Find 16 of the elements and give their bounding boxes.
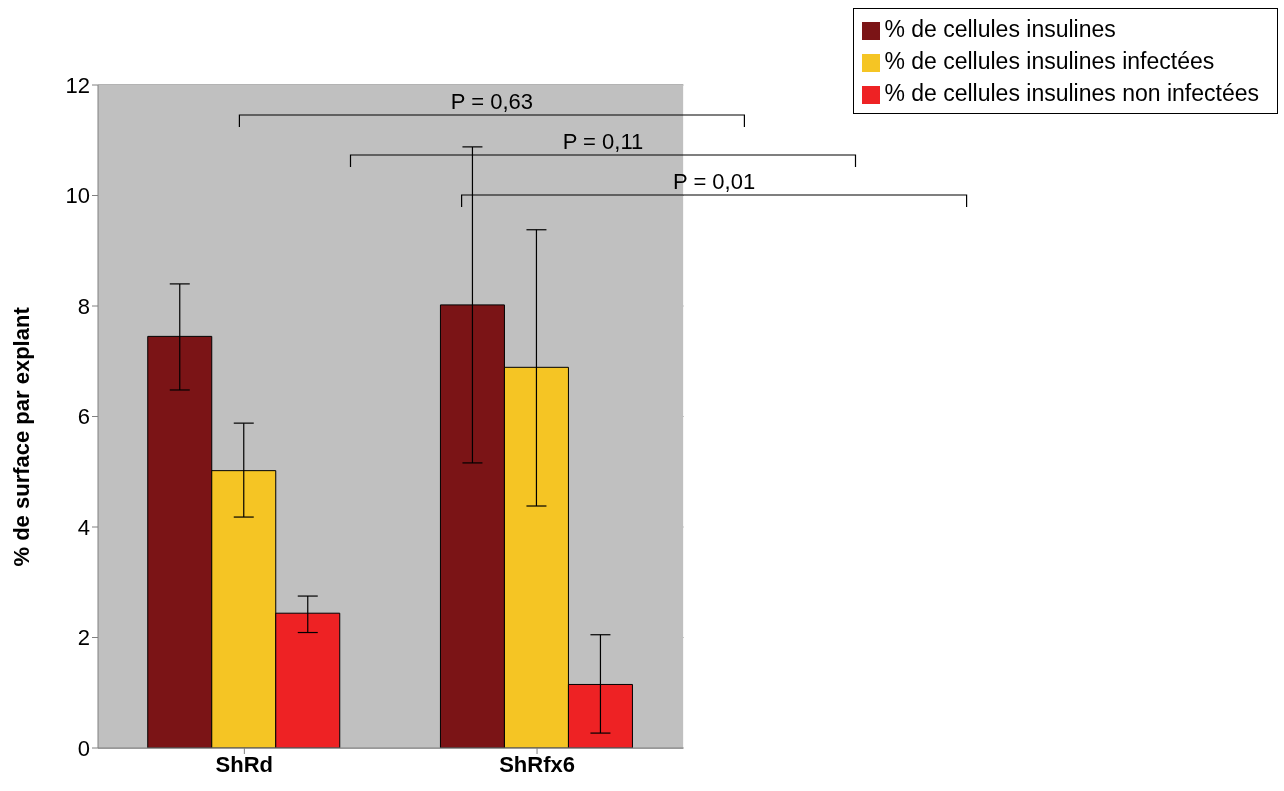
y-tick-label: 10 [65, 183, 90, 209]
legend-label: % de cellules insulines infectées [884, 48, 1215, 74]
y-tick-label: 6 [77, 404, 90, 430]
y-tick-label: 8 [77, 293, 90, 319]
y-tick-label: 0 [77, 735, 90, 761]
x-tick-label: ShRfx6 [499, 751, 575, 777]
legend-label: % de cellules insulines non infectées [884, 80, 1259, 106]
annotation: P = 0,63 [450, 89, 533, 114]
legend-label: % de cellules insulines [884, 16, 1116, 42]
y-tick-label: 12 [65, 72, 90, 98]
y-tick-label: 4 [77, 514, 90, 540]
x-tick-label: ShRd [215, 751, 274, 777]
y-axis-title: % de surface par explant [8, 306, 34, 567]
y-tick-label: 2 [77, 625, 90, 651]
annotation: P = 0,11 [562, 129, 644, 154]
annotation: P = 0,01 [673, 169, 756, 194]
